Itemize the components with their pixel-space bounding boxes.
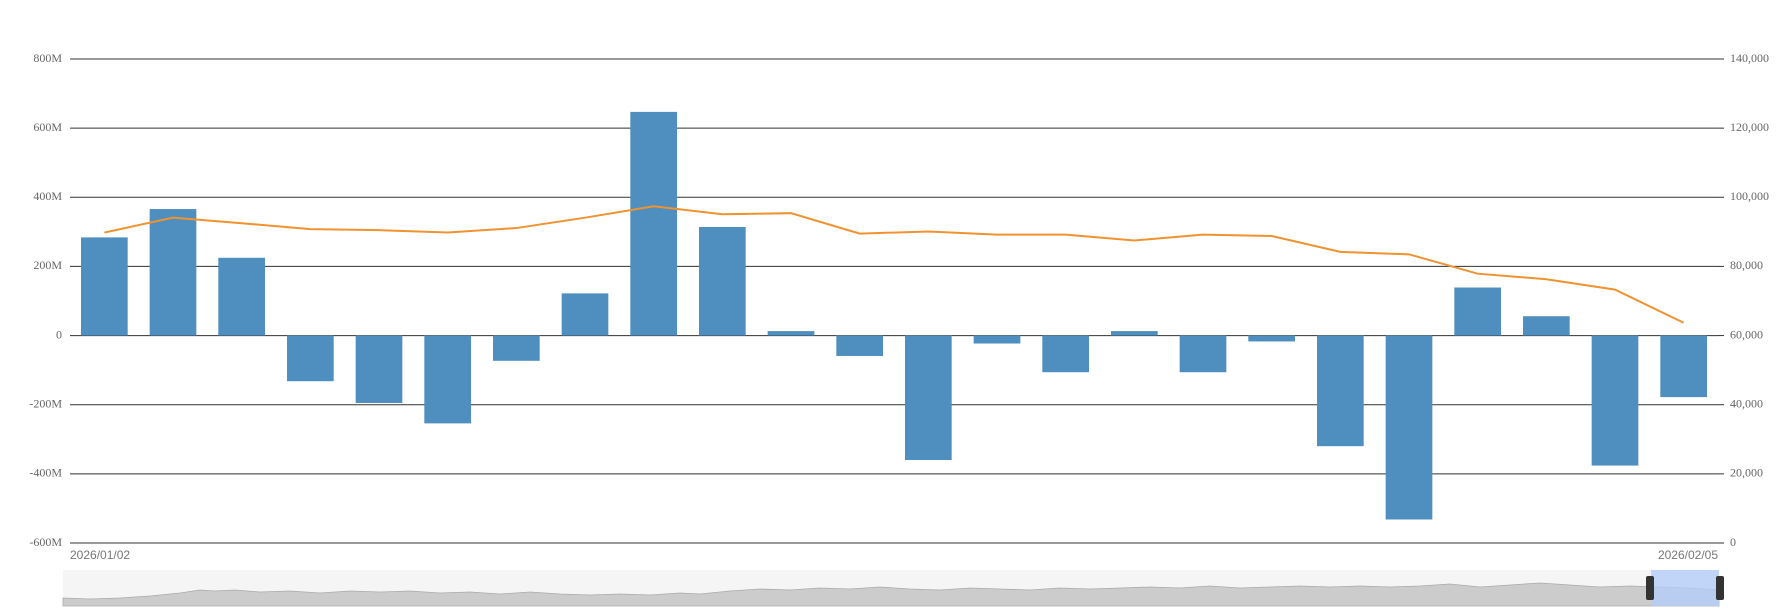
y-tick-label: 0	[56, 327, 62, 341]
zoom-preview	[62, 582, 1720, 607]
bar	[1316, 335, 1364, 447]
bar	[1660, 335, 1708, 398]
bar	[424, 335, 472, 424]
data-zoom[interactable]	[62, 570, 1724, 607]
bar	[767, 331, 815, 336]
zoom-start-label: 2026/01/02	[70, 548, 130, 562]
bar	[355, 335, 403, 403]
y2-tick-label: 80,000	[1730, 258, 1763, 272]
bar	[698, 227, 746, 336]
y-tick-label: 400M	[33, 189, 62, 203]
y2-tick-label: 20,000	[1730, 466, 1763, 480]
bar	[1248, 335, 1296, 342]
zoom-end-label: 2026/02/05	[1658, 548, 1718, 562]
bar	[286, 335, 334, 382]
y-tick-label: 200M	[33, 258, 62, 272]
y-tick-label: 600M	[33, 120, 62, 134]
bar	[836, 335, 884, 356]
bar	[1042, 335, 1090, 373]
bar	[561, 293, 609, 336]
bar	[149, 209, 197, 336]
bar	[973, 335, 1021, 344]
y-tick-label: -400M	[29, 466, 62, 480]
bar	[1454, 287, 1502, 336]
bar	[218, 257, 266, 336]
bar	[492, 335, 540, 361]
y2-tick-label: 0	[1730, 535, 1736, 549]
y2-tick-label: 140,000	[1730, 51, 1769, 65]
bar	[1110, 331, 1158, 336]
bar	[1591, 335, 1639, 466]
bar	[1522, 316, 1570, 336]
bar	[80, 237, 128, 336]
y2-tick-label: 100,000	[1730, 189, 1769, 203]
bar	[630, 111, 678, 336]
bar	[1385, 335, 1433, 520]
y-tick-label: 800M	[33, 51, 62, 65]
y-tick-label: -200M	[29, 396, 62, 410]
y2-tick-label: 60,000	[1730, 327, 1763, 341]
y2-tick-label: 120,000	[1730, 120, 1769, 134]
y2-tick-label: 40,000	[1730, 396, 1763, 410]
bar	[1179, 335, 1227, 373]
bar	[904, 335, 952, 461]
line-series	[104, 205, 1685, 324]
y-tick-label: -600M	[29, 535, 62, 549]
zoom-handle-left[interactable]	[1646, 576, 1654, 600]
zoom-window[interactable]	[1651, 570, 1719, 606]
zoom-handle-right[interactable]	[1716, 576, 1724, 600]
